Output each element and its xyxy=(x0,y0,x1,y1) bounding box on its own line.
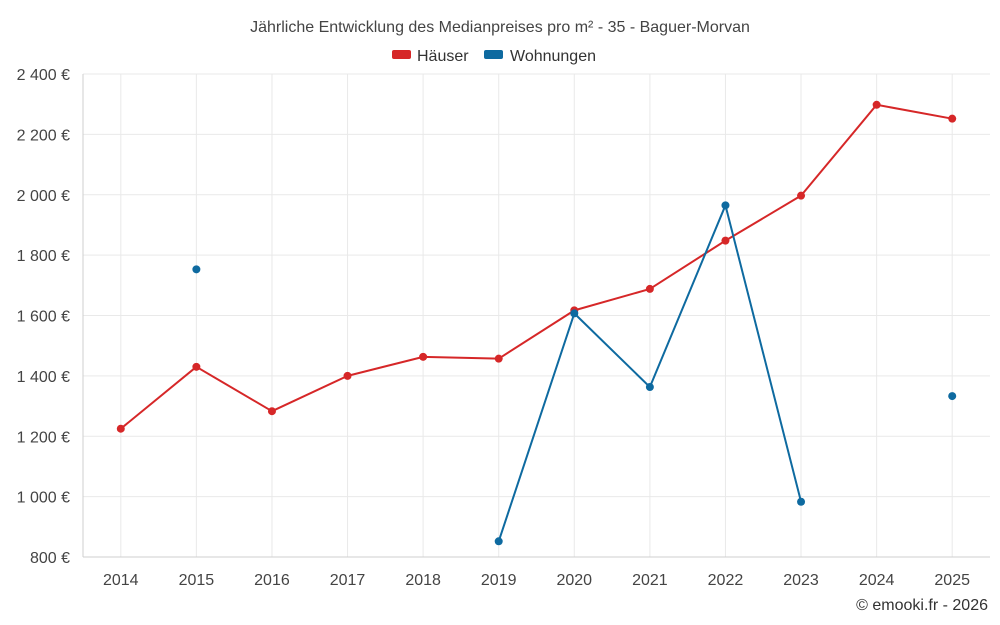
data-point-haeuser-2025[interactable] xyxy=(948,114,957,123)
legend-swatch-wohnungen xyxy=(484,50,503,59)
data-point-wohnungen-2015[interactable] xyxy=(192,265,201,274)
legend-label-wohnungen[interactable]: Wohnungen xyxy=(510,48,596,65)
data-point-haeuser-2016[interactable] xyxy=(267,407,276,416)
data-point-wohnungen-2022[interactable] xyxy=(721,201,730,210)
x-tick-label: 2014 xyxy=(103,572,139,589)
y-tick-label: 1 600 € xyxy=(17,309,70,326)
x-tick-label: 2023 xyxy=(783,572,819,589)
data-point-wohnungen-2025[interactable] xyxy=(948,392,957,401)
x-tick-label: 2018 xyxy=(405,572,441,589)
series-wohnungen xyxy=(192,201,957,546)
data-point-haeuser-2019[interactable] xyxy=(494,354,503,363)
x-tick-label: 2022 xyxy=(708,572,744,589)
data-point-haeuser-2017[interactable] xyxy=(343,371,352,380)
data-point-haeuser-2023[interactable] xyxy=(797,191,806,200)
x-tick-label: 2019 xyxy=(481,572,517,589)
x-tick-label: 2016 xyxy=(254,572,290,589)
y-tick-label: 1 200 € xyxy=(17,429,70,446)
y-tick-label: 2 400 € xyxy=(17,67,70,84)
data-point-haeuser-2015[interactable] xyxy=(192,362,201,371)
data-point-haeuser-2021[interactable] xyxy=(645,284,654,293)
legend-label-haeuser[interactable]: Häuser xyxy=(417,48,469,65)
series-layer xyxy=(116,100,957,546)
axes: 800 € 1 000 € 1 200 € 1 400 € 1 600 € 1 800 €… xyxy=(17,67,990,589)
data-point-wohnungen-2019[interactable] xyxy=(494,537,503,546)
series-line-haeuser xyxy=(119,103,954,430)
x-tick-label: 2024 xyxy=(859,572,895,589)
series-haeuser xyxy=(116,100,957,433)
data-point-haeuser-2024[interactable] xyxy=(872,100,881,109)
data-point-haeuser-2014[interactable] xyxy=(116,424,125,433)
x-tick-label: 2020 xyxy=(556,572,592,589)
legend: Häuser Wohnungen xyxy=(392,48,596,65)
x-tick-label: 2017 xyxy=(330,572,366,589)
data-point-wohnungen-2020[interactable] xyxy=(570,309,579,318)
y-tick-label: 1 800 € xyxy=(17,248,70,265)
grid xyxy=(83,73,990,558)
credit-text: © emooki.fr - 2026 xyxy=(856,597,988,614)
y-tick-label: 2 000 € xyxy=(17,188,70,205)
y-tick-label: 800 € xyxy=(30,550,70,567)
x-tick-label: 2025 xyxy=(934,572,970,589)
data-point-wohnungen-2021[interactable] xyxy=(645,383,654,392)
y-tick-label: 1 400 € xyxy=(17,369,70,386)
data-point-haeuser-2022[interactable] xyxy=(721,236,730,245)
data-point-haeuser-2018[interactable] xyxy=(419,352,428,361)
y-tick-label: 1 000 € xyxy=(17,490,70,507)
x-tick-label: 2015 xyxy=(179,572,215,589)
chart-title: Jährliche Entwicklung des Medianpreises … xyxy=(250,19,750,36)
legend-swatch-haeuser xyxy=(392,50,411,59)
data-point-wohnungen-2023[interactable] xyxy=(797,497,806,506)
y-tick-label: 2 200 € xyxy=(17,127,70,144)
x-tick-label: 2021 xyxy=(632,572,668,589)
